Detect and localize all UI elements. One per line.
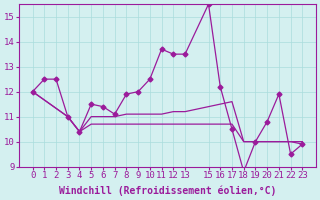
X-axis label: Windchill (Refroidissement éolien,°C): Windchill (Refroidissement éolien,°C) (59, 185, 276, 196)
